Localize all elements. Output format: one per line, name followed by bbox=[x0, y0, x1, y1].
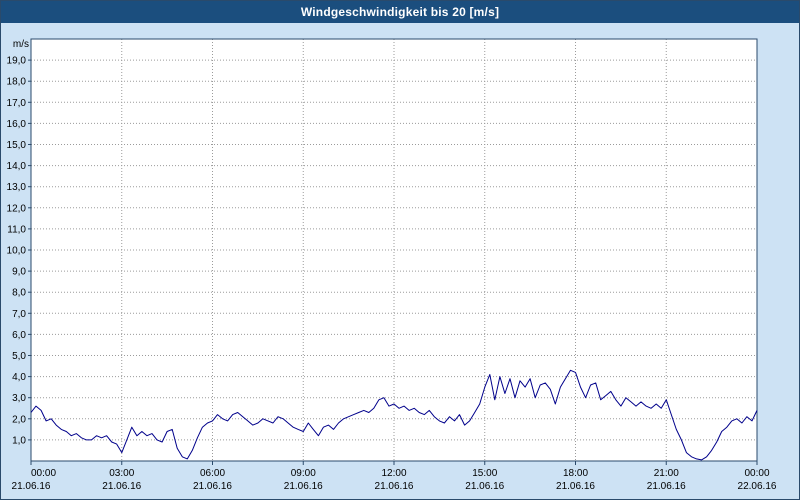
x-tick-time-label: 03:00 bbox=[109, 468, 134, 479]
plot-frame bbox=[30, 38, 758, 462]
x-tick-time-label: 00:00 bbox=[31, 468, 56, 479]
x-tick-date-label: 22.06.16 bbox=[738, 481, 777, 492]
y-tick-label: 5,0 bbox=[12, 351, 26, 362]
y-tick-label: 17,0 bbox=[7, 98, 27, 109]
y-tick-label: 14,0 bbox=[7, 161, 27, 172]
y-tick-label: 18,0 bbox=[7, 77, 27, 88]
y-tick-label: 13,0 bbox=[7, 182, 27, 193]
wind-speed-chart-svg: 19,0 18,0 17,0 16,0 15,0 14,0 13,0 12,0 11,0 10,0… bbox=[7, 38, 777, 492]
y-tick-label: 12,0 bbox=[7, 203, 27, 214]
y-tick-label: 15,0 bbox=[7, 140, 27, 151]
y-tick-label: 11,0 bbox=[7, 224, 26, 235]
y-tick-label: 2,0 bbox=[12, 414, 26, 425]
x-tick-time-label: 06:00 bbox=[200, 468, 225, 479]
y-axis-unit-label: m/s bbox=[13, 39, 29, 50]
y-tick-label: 16,0 bbox=[7, 119, 27, 130]
x-tick-date-label: 21.06.16 bbox=[12, 481, 51, 492]
x-tick-time-label: 09:00 bbox=[291, 468, 316, 479]
y-tick-label: 3,0 bbox=[12, 393, 26, 404]
x-tick-date-label: 21.06.16 bbox=[102, 481, 141, 492]
x-tick-time-label: 18:00 bbox=[563, 468, 588, 479]
y-tick-label: 9,0 bbox=[12, 267, 26, 278]
x-tick-time-label: 00:00 bbox=[744, 468, 769, 479]
y-tick-label: 8,0 bbox=[12, 288, 26, 299]
x-tick-date-label: 21.06.16 bbox=[647, 481, 686, 492]
chart-title: Windgeschwindigkeit bis 20 [m/s] bbox=[300, 5, 500, 19]
chart-title-bar: Windgeschwindigkeit bis 20 [m/s] bbox=[1, 1, 799, 23]
y-tick-label: 7,0 bbox=[12, 309, 26, 320]
wind-speed-line bbox=[30, 369, 758, 461]
x-tick-date-label: 21.06.16 bbox=[465, 481, 504, 492]
x-tick-date-label: 21.06.16 bbox=[375, 481, 414, 492]
y-tick-label: 6,0 bbox=[12, 330, 26, 341]
x-tick-time-label: 12:00 bbox=[381, 468, 406, 479]
chart-area: 19,0 18,0 17,0 16,0 15,0 14,0 13,0 12,0 11,0 10,0… bbox=[1, 23, 799, 499]
y-tick-label: 10,0 bbox=[7, 246, 27, 257]
y-tick-label: 4,0 bbox=[12, 372, 26, 383]
x-tick-date-label: 21.06.16 bbox=[556, 481, 595, 492]
x-tick-time-label: 21:00 bbox=[654, 468, 679, 479]
x-tick-date-label: 21.06.16 bbox=[193, 481, 232, 492]
x-tick-time-label: 15:00 bbox=[472, 468, 497, 479]
x-tick-date-label: 21.06.16 bbox=[284, 481, 323, 492]
y-tick-label: 1,0 bbox=[12, 435, 26, 446]
y-tick-label: 19,0 bbox=[7, 56, 27, 67]
